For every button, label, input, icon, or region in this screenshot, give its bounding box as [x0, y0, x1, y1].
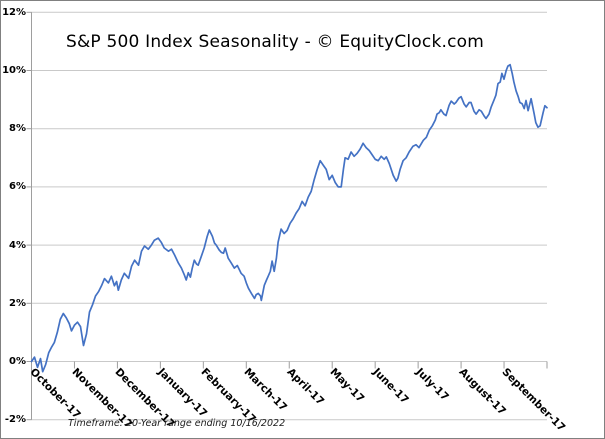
- series-line: [30, 63, 548, 373]
- y-axis-label: 6%: [9, 181, 26, 193]
- y-axis-label: 4%: [9, 239, 26, 251]
- chart-title: S&P 500 Index Seasonality - © EquityCloc…: [65, 32, 485, 52]
- y-axis-label: 2%: [9, 297, 26, 309]
- timeframe-footnote: Timeframe: 20-Year range ending 10/16/20…: [68, 418, 286, 429]
- y-axis-label: -2%: [4, 414, 26, 426]
- y-axis-label: 10%: [2, 65, 26, 76]
- y-axis-label: 8%: [9, 123, 26, 135]
- y-axis-label: 12%: [2, 6, 26, 18]
- y-axis-label: 0%: [9, 356, 26, 367]
